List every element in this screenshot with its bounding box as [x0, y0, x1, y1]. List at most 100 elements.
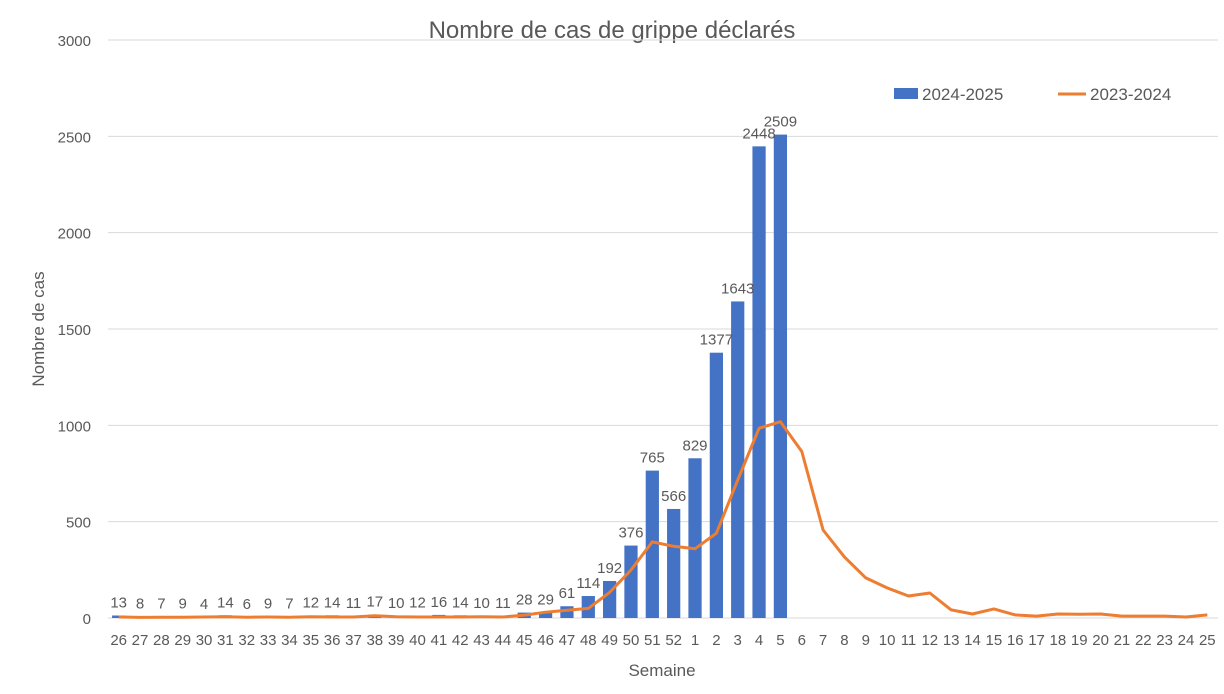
x-tick-label: 40 [409, 632, 426, 649]
bar-data-label: 17 [366, 594, 383, 611]
bar-data-label: 829 [683, 437, 708, 454]
legend: 2024-2025 2023-2024 [894, 85, 1171, 104]
bar-data-label: 2509 [764, 114, 797, 131]
x-tick-label: 14 [964, 632, 981, 649]
x-tick-label: 24 [1178, 632, 1195, 649]
x-tick-label: 30 [196, 632, 213, 649]
bar-data-label: 9 [264, 595, 272, 612]
bar-data-label: 8 [136, 595, 144, 612]
y-axis-ticks: 0 500 1000 1500 2000 2500 3000 [58, 33, 91, 628]
bar-data-label: 61 [559, 585, 576, 602]
x-tick-label: 8 [840, 632, 848, 649]
bar-data-label: 7 [157, 596, 165, 613]
x-tick-label: 21 [1114, 632, 1131, 649]
x-tick-label: 9 [862, 632, 870, 649]
x-tick-label: 42 [452, 632, 469, 649]
x-tick-label: 2 [712, 632, 720, 649]
bar [752, 146, 766, 619]
bar [773, 134, 788, 618]
bar-data-label: 14 [452, 594, 469, 611]
x-tick-label: 19 [1071, 632, 1088, 649]
x-tick-label: 23 [1156, 632, 1173, 649]
y-tick-label: 500 [66, 515, 91, 532]
x-tick-label: 1 [691, 632, 699, 649]
bar-data-label: 4 [200, 596, 208, 613]
bar-data-label: 12 [302, 595, 319, 612]
x-tick-label: 33 [260, 632, 277, 649]
bar-data-label: 114 [576, 575, 600, 592]
x-tick-label: 16 [1007, 632, 1024, 649]
x-tick-label: 49 [601, 632, 618, 649]
y-tick-label: 2500 [58, 129, 91, 146]
x-tick-label: 41 [431, 632, 448, 649]
bar-data-labels: 13 8 7 9 4 14 6 9 7 12 14 11 17 10 12 16 14 10 11 28 29 61114… [110, 114, 797, 614]
line-series-2023-2024 [118, 420, 1208, 619]
x-tick-label: 10 [879, 632, 896, 649]
bar-data-label: 6 [243, 596, 251, 613]
bar-data-label: 1377 [700, 332, 733, 349]
x-tick-label: 48 [580, 632, 597, 649]
x-tick-label: 15 [986, 632, 1003, 649]
x-tick-label: 51 [644, 632, 661, 649]
x-tick-label: 27 [132, 632, 149, 649]
x-tick-label: 29 [174, 632, 191, 649]
bar-data-label: 14 [217, 594, 234, 611]
x-tick-label: 28 [153, 632, 170, 649]
bar-data-label: 9 [179, 595, 187, 612]
bar-data-label: 10 [388, 595, 405, 612]
bar-data-label: 11 [495, 595, 511, 612]
x-tick-label: 7 [819, 632, 827, 649]
bar-data-label: 1643 [721, 280, 754, 297]
bar [731, 301, 745, 618]
bar [667, 508, 681, 618]
x-tick-label: 44 [495, 632, 512, 649]
bar-data-label: 376 [618, 525, 643, 542]
y-tick-label: 1000 [58, 418, 91, 435]
bar-data-label: 566 [661, 488, 686, 505]
x-tick-label: 45 [516, 632, 533, 649]
bar [709, 352, 723, 618]
x-axis-ticks: 26 27 28 29 30 31 32 33 34 35 36 37 38 39 40 41 42 43 44 45… [110, 632, 1215, 649]
bar-data-label: 16 [431, 594, 448, 611]
x-tick-label: 4 [755, 632, 763, 649]
bar-data-label: 13 [110, 594, 127, 611]
bar [112, 615, 126, 618]
x-tick-label: 5 [776, 632, 784, 649]
bar-data-label: 12 [409, 595, 426, 612]
x-tick-label: 47 [559, 632, 576, 649]
bar-data-label: 28 [516, 592, 533, 609]
x-tick-label: 39 [388, 632, 405, 649]
legend-label-line: 2023-2024 [1090, 85, 1171, 104]
x-tick-label: 3 [734, 632, 742, 649]
x-tick-label: 46 [537, 632, 554, 649]
bar-data-label: 192 [597, 560, 622, 577]
x-tick-label: 31 [217, 632, 234, 649]
x-tick-label: 22 [1135, 632, 1152, 649]
x-axis-label: Semaine [628, 661, 695, 680]
x-tick-label: 6 [798, 632, 806, 649]
y-tick-label: 2000 [58, 226, 91, 243]
gridlines [108, 39, 1218, 619]
x-tick-label: 32 [238, 632, 255, 649]
bar-data-label: 10 [473, 595, 490, 612]
bar [560, 606, 574, 618]
x-tick-label: 52 [665, 632, 682, 649]
x-tick-label: 20 [1092, 632, 1109, 649]
x-tick-label: 12 [921, 632, 938, 649]
bar-data-label: 765 [640, 450, 665, 467]
bar-series-2024-2025 [112, 134, 788, 619]
x-tick-label: 17 [1028, 632, 1045, 649]
x-tick-label: 43 [473, 632, 490, 649]
y-tick-label: 3000 [58, 33, 91, 50]
x-tick-label: 38 [366, 632, 383, 649]
legend-swatch-bar [894, 88, 918, 99]
x-tick-label: 50 [623, 632, 640, 649]
bar [538, 612, 553, 618]
x-tick-label: 34 [281, 632, 298, 649]
x-tick-label: 11 [901, 632, 917, 649]
bar-data-label: 29 [537, 591, 554, 608]
y-tick-label: 0 [83, 611, 91, 628]
x-tick-label: 35 [302, 632, 319, 649]
x-tick-label: 25 [1199, 632, 1216, 649]
y-axis-label: Nombre de cas [29, 271, 48, 386]
